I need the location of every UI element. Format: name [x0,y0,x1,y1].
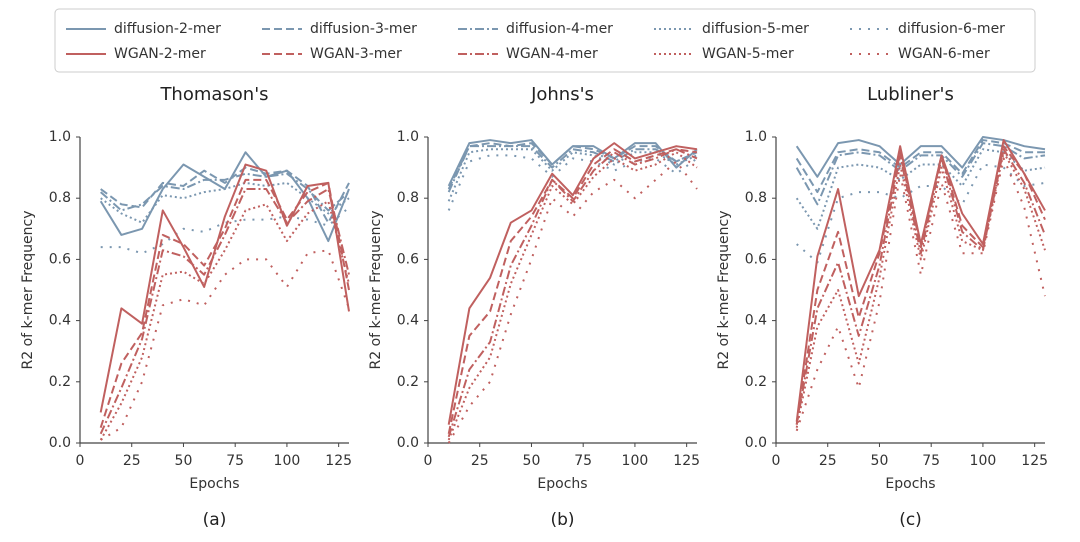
y-axis-label: R2 of k-mer Frequency [20,211,36,370]
legend-label: diffusion-6-mer [898,21,1005,37]
series-line [796,163,1046,264]
series-line [447,160,698,444]
y-tick-label: 0.0 [49,435,71,451]
legend-label: WGAN-4-mer [506,46,598,62]
series-line [99,163,350,413]
series-line [795,145,1046,425]
series-line [447,142,698,190]
panel-caption: (a) [203,510,227,530]
x-tick-label: 50 [175,453,193,469]
y-tick-label: 0.2 [397,374,419,390]
x-tick-label: 75 [574,453,592,469]
legend-label: WGAN-2-mer [114,46,206,62]
y-tick-label: 0.6 [49,251,71,267]
series-line [447,148,698,438]
legend-label: diffusion-2-mer [114,21,221,37]
x-tick-label: 100 [970,453,997,469]
x-axis-label: Epochs [189,476,239,492]
y-tick-label: 0.6 [745,251,767,267]
series-line [100,181,350,224]
x-tick-label: 25 [819,453,837,469]
series-line [447,145,698,193]
series-line [99,200,350,441]
y-tick-label: 0.8 [49,190,71,206]
x-tick-label: 125 [673,453,700,469]
x-axis-label: Epochs [885,476,935,492]
series-line [100,249,350,441]
panel-title: Thomason's [159,84,268,105]
y-tick-label: 0.0 [397,435,419,451]
y-axis-label: R2 of k-mer Frequency [716,211,732,370]
y-tick-label: 0.0 [745,435,767,451]
legend-box [54,8,1036,73]
legend-label: diffusion-5-mer [702,21,809,37]
series-line [795,148,1046,425]
y-tick-label: 0.2 [49,374,71,390]
x-tick-label: 25 [471,453,489,469]
legend-label: WGAN-6-mer [898,46,990,62]
x-tick-label: 100 [274,453,301,469]
legend-label: diffusion-4-mer [506,21,613,37]
y-tick-label: 0.2 [745,374,767,390]
x-axis-label: Epochs [537,476,587,492]
panel-caption: (c) [899,510,922,530]
series-line [795,157,1046,432]
x-tick-label: 100 [622,453,649,469]
series-line [447,139,698,187]
y-tick-label: 1.0 [745,129,767,145]
panel-caption: (b) [550,510,574,530]
series-line [795,142,1046,206]
x-tick-label: 0 [772,453,781,469]
y-tick-label: 0.4 [397,313,419,329]
y-tick-label: 0.6 [397,251,419,267]
panel-title: Lubliner's [867,84,954,105]
series-line [447,148,698,435]
series-line [100,172,350,212]
series-line [795,148,1046,230]
series-line [99,188,350,435]
panel-title: Johns's [530,84,594,105]
y-tick-label: 0.4 [745,313,767,329]
x-tick-label: 75 [922,453,940,469]
x-tick-label: 25 [123,453,141,469]
y-tick-label: 1.0 [49,129,71,145]
series-line [795,136,1046,178]
x-tick-label: 75 [226,453,244,469]
y-tick-label: 0.8 [397,190,419,206]
x-tick-label: 0 [424,453,433,469]
x-tick-label: 125 [325,453,352,469]
x-tick-label: 50 [523,453,541,469]
y-tick-label: 1.0 [397,129,419,145]
series-line [447,151,698,441]
series-line [447,154,698,211]
legend-label: WGAN-3-mer [310,46,402,62]
x-tick-label: 50 [871,453,889,469]
x-tick-label: 125 [1021,453,1048,469]
y-axis-label: R2 of k-mer Frequency [368,211,384,370]
series-line [447,142,698,425]
series-line [795,151,1046,428]
legend-label: diffusion-3-mer [310,21,417,37]
y-tick-label: 0.4 [49,313,71,329]
series-line [100,206,350,255]
legend-label: WGAN-5-mer [702,46,794,62]
x-tick-label: 0 [76,453,85,469]
y-tick-label: 0.8 [745,190,767,206]
